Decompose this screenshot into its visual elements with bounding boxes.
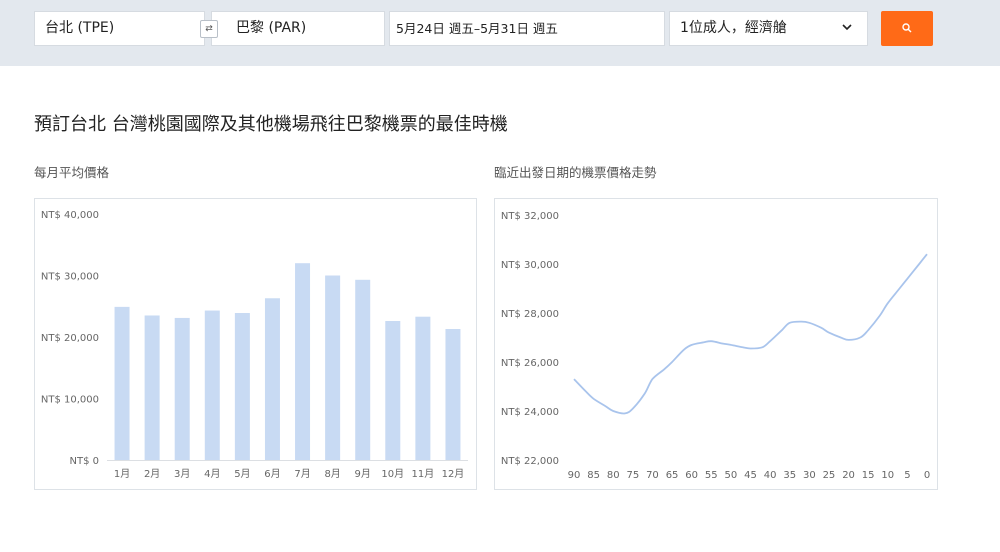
x-tick-label: 20 xyxy=(842,470,855,481)
swap-arrows-icon[interactable]: ⇄ xyxy=(200,20,218,38)
search-bar: 台北 (TPE) 巴黎 (PAR) ⇄ 5月24日 週五–5月31日 週五 1位… xyxy=(0,0,1000,66)
chevron-down-icon xyxy=(841,12,853,45)
x-tick-label: 45 xyxy=(744,470,757,481)
y-tick-label: NT$ 22,000 xyxy=(501,456,559,467)
x-tick-label: 4月 xyxy=(204,468,220,480)
bar xyxy=(415,316,431,460)
bar xyxy=(174,317,190,460)
x-tick-label: 10月 xyxy=(381,468,404,480)
x-tick-label: 85 xyxy=(587,470,600,481)
x-tick-label: 75 xyxy=(626,470,639,481)
price-trend-line-chart: NT$ 22,000 NT$ 24,000 NT$ 26,000 NT$ 28,000… xyxy=(501,211,930,481)
passengers-select[interactable]: 1位成人，經濟艙 xyxy=(669,11,868,46)
bar xyxy=(144,315,160,460)
dates-value: 5月24日 週五–5月31日 週五 xyxy=(396,21,558,36)
x-tick-label: 11月 xyxy=(412,468,435,480)
trend-price-chart: NT$ 22,000 NT$ 24,000 NT$ 26,000 NT$ 28,000… xyxy=(494,198,938,490)
x-tick-label: 1月 xyxy=(114,468,130,480)
bar xyxy=(234,313,250,460)
bar xyxy=(355,279,371,460)
bar xyxy=(264,298,280,460)
x-tick-label: 70 xyxy=(646,470,659,481)
dates-input[interactable]: 5月24日 週五–5月31日 週五 xyxy=(389,11,665,46)
x-tick-label: 10 xyxy=(881,470,894,481)
y-tick-label: NT$ 0 xyxy=(70,456,100,467)
bar xyxy=(204,310,220,460)
y-tick-label: NT$ 26,000 xyxy=(501,358,559,369)
x-tick-label: 3月 xyxy=(174,468,190,480)
x-tick-label: 30 xyxy=(803,470,816,481)
y-tick-label: NT$ 32,000 xyxy=(501,211,559,222)
x-tick-label: 90 xyxy=(568,470,581,481)
y-tick-label: NT$ 24,000 xyxy=(501,407,559,418)
y-tick-label: NT$ 10,000 xyxy=(41,395,99,406)
bar xyxy=(445,329,461,460)
passengers-value: 1位成人，經濟艙 xyxy=(680,20,787,36)
destination-value: 巴黎 (PAR) xyxy=(236,20,307,36)
x-tick-label: 60 xyxy=(685,470,698,481)
search-button[interactable] xyxy=(881,11,933,46)
bar xyxy=(295,263,311,460)
x-tick-label: 9月 xyxy=(355,468,371,480)
x-tick-label: 15 xyxy=(862,470,875,481)
x-tick-label: 55 xyxy=(705,470,718,481)
origin-input[interactable]: 台北 (TPE) xyxy=(34,11,205,46)
page-title: 預訂台北 台灣桃園國際及其他機場飛往巴黎機票的最佳時機 xyxy=(34,114,508,135)
x-tick-label: 65 xyxy=(666,470,679,481)
y-tick-label: NT$ 40,000 xyxy=(41,210,99,221)
x-tick-label: 80 xyxy=(607,470,620,481)
search-icon xyxy=(902,23,912,33)
x-tick-label: 25 xyxy=(823,470,836,481)
x-tick-label: 5 xyxy=(904,470,910,481)
monthly-chart-title: 每月平均價格 xyxy=(34,165,110,180)
bar xyxy=(114,306,130,460)
x-tick-label: 0 xyxy=(924,470,930,481)
x-tick-label: 2月 xyxy=(144,468,160,480)
origin-value: 台北 (TPE) xyxy=(45,20,115,36)
monthly-price-bar-chart: NT$ 0 NT$ 10,000 NT$ 20,000 NT$ 30,000 NT$ 4… xyxy=(41,210,468,480)
bar xyxy=(385,321,401,460)
x-tick-label: 5月 xyxy=(234,468,250,480)
y-tick-label: NT$ 28,000 xyxy=(501,309,559,320)
x-tick-label: 35 xyxy=(783,470,796,481)
x-tick-label: 8月 xyxy=(324,468,340,480)
x-tick-label: 12月 xyxy=(442,468,465,480)
y-tick-label: NT$ 30,000 xyxy=(501,260,559,271)
x-tick-label: 40 xyxy=(764,470,777,481)
y-tick-label: NT$ 20,000 xyxy=(41,333,99,344)
bar xyxy=(325,275,341,460)
destination-input[interactable]: 巴黎 (PAR) xyxy=(211,11,385,46)
x-tick-label: 7月 xyxy=(294,468,310,480)
trend-chart-title: 臨近出發日期的機票價格走勢 xyxy=(494,165,657,180)
y-tick-label: NT$ 30,000 xyxy=(41,272,99,283)
x-tick-label: 6月 xyxy=(264,468,280,480)
x-tick-label: 50 xyxy=(725,470,738,481)
price-trend-line xyxy=(573,253,928,415)
monthly-price-chart: NT$ 0 NT$ 10,000 NT$ 20,000 NT$ 30,000 NT$ 4… xyxy=(34,198,477,490)
